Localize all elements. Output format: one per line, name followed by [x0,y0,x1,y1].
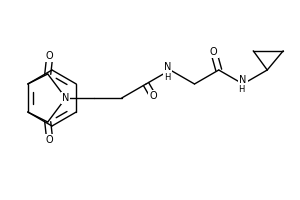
Text: N: N [239,75,247,85]
Text: O: O [210,47,218,57]
Text: H: H [238,86,244,95]
Text: N: N [62,93,69,103]
Text: H: H [164,72,170,82]
Text: N: N [164,62,171,72]
Text: O: O [149,91,157,101]
Text: O: O [46,135,54,145]
Text: O: O [46,51,54,61]
